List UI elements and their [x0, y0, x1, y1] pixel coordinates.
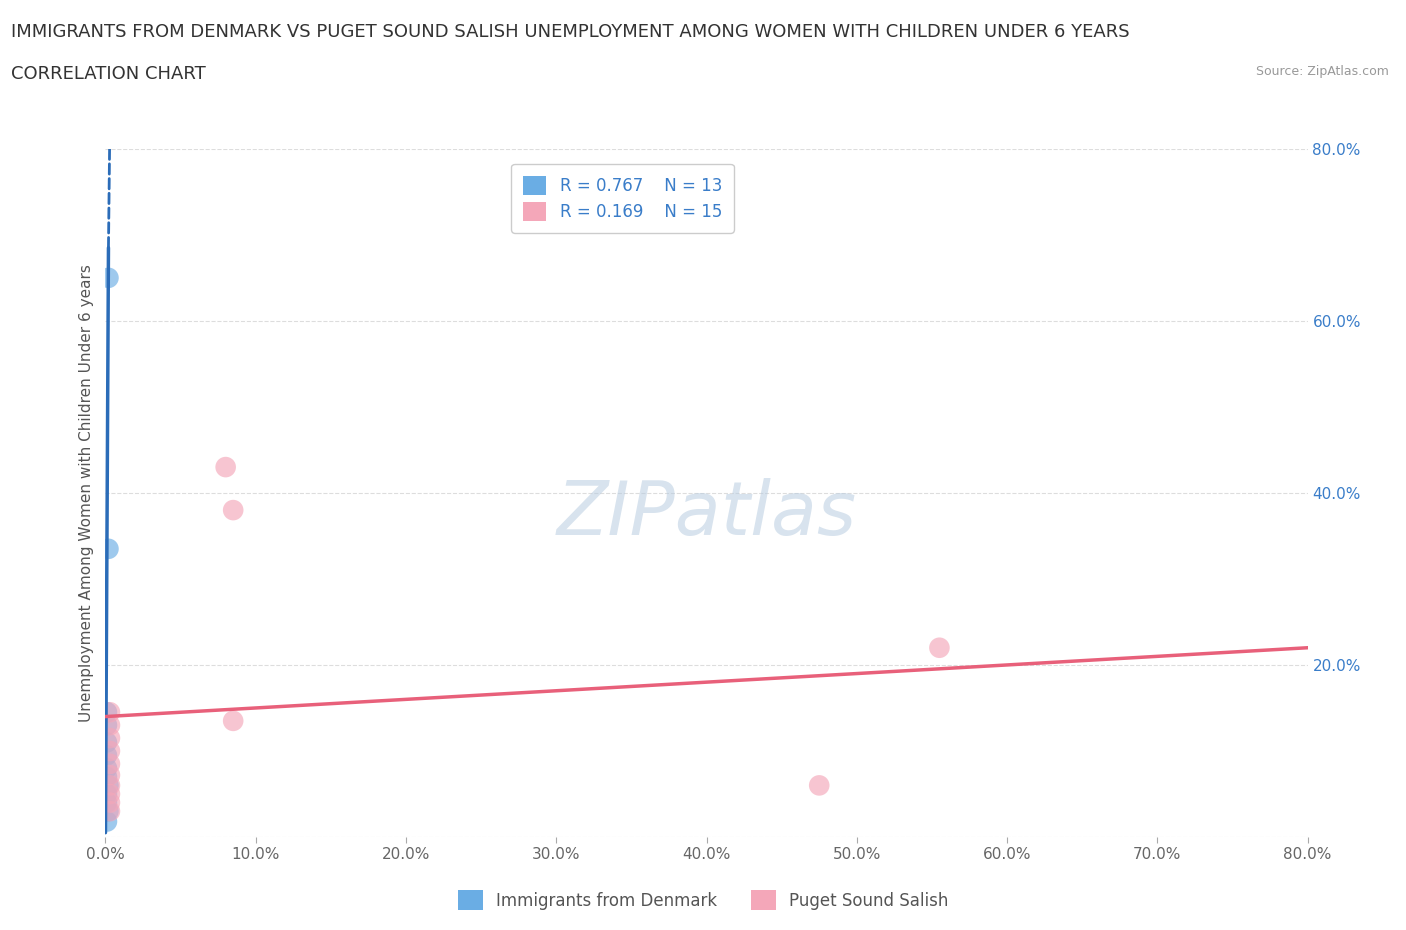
- Point: [97, 541, 120, 556]
- Point: [98, 767, 121, 782]
- Point: [98, 795, 121, 810]
- Point: [97, 271, 120, 286]
- Point: [96, 769, 118, 784]
- Point: [96, 787, 118, 802]
- Point: [98, 705, 121, 720]
- Point: [97, 777, 120, 792]
- Text: IMMIGRANTS FROM DENMARK VS PUGET SOUND SALISH UNEMPLOYMENT AMONG WOMEN WITH CHIL: IMMIGRANTS FROM DENMARK VS PUGET SOUND S…: [11, 23, 1130, 41]
- Y-axis label: Unemployment Among Women with Children Under 6 years: Unemployment Among Women with Children U…: [79, 264, 94, 722]
- Point: [96, 748, 118, 763]
- Point: [98, 718, 121, 733]
- Point: [928, 641, 950, 656]
- Point: [96, 718, 118, 733]
- Legend: R = 0.767    N = 13, R = 0.169    N = 15: R = 0.767 N = 13, R = 0.169 N = 15: [512, 164, 734, 232]
- Point: [98, 787, 121, 802]
- Point: [808, 777, 831, 792]
- Point: [96, 795, 118, 810]
- Point: [96, 814, 118, 829]
- Text: Source: ZipAtlas.com: Source: ZipAtlas.com: [1256, 65, 1389, 78]
- Point: [214, 459, 236, 474]
- Point: [96, 735, 118, 750]
- Point: [97, 804, 120, 818]
- Point: [98, 756, 121, 771]
- Point: [98, 731, 121, 746]
- Point: [98, 804, 121, 818]
- Legend: Immigrants from Denmark, Puget Sound Salish: Immigrants from Denmark, Puget Sound Sal…: [451, 884, 955, 917]
- Point: [222, 713, 245, 728]
- Point: [98, 777, 121, 792]
- Point: [96, 761, 118, 776]
- Text: CORRELATION CHART: CORRELATION CHART: [11, 65, 207, 83]
- Text: ZIPatlas: ZIPatlas: [557, 477, 856, 550]
- Point: [96, 705, 118, 720]
- Point: [98, 744, 121, 759]
- Point: [222, 503, 245, 518]
